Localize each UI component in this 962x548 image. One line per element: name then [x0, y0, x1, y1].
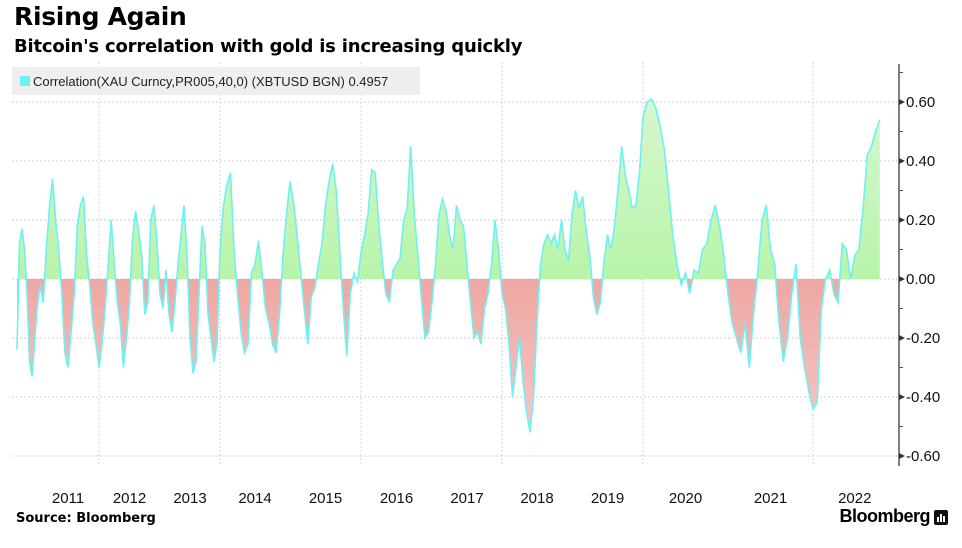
y-tick-label: -0.20	[906, 330, 940, 347]
y-tick-marker	[899, 158, 905, 164]
x-tick-label: 2012	[113, 490, 146, 507]
x-tick-label: 2015	[309, 490, 342, 507]
series-line	[16, 97, 881, 433]
x-tick-label: 2016	[380, 490, 413, 507]
x-tick-label: 2017	[450, 490, 483, 507]
x-tick-label: 2022	[838, 490, 871, 507]
y-tick-marker	[899, 335, 905, 341]
y-tick-label: -0.60	[906, 448, 940, 465]
y-tick-label: 0.00	[906, 271, 935, 288]
x-tick-label: 2019	[591, 490, 624, 507]
positive-area	[17, 99, 880, 279]
legend-label: Correlation(XAU Curncy,PR005,40,0) (XBTU…	[33, 73, 389, 89]
y-tick-label: 0.20	[906, 212, 935, 229]
x-tick-label: 2021	[754, 490, 787, 507]
y-tick-label: 0.60	[906, 94, 935, 111]
bloomberg-terminal-icon	[934, 510, 948, 525]
y-tick-marker	[899, 99, 905, 105]
y-tick-label: 0.40	[906, 153, 935, 170]
y-axis: 0.60 0.40 0.20 0.00 -0.20 -0.40 -0.60	[898, 64, 940, 466]
y-tick-marker	[899, 394, 905, 400]
y-tick-marker	[899, 453, 905, 459]
x-tick-label: 2013	[173, 490, 206, 507]
source-note: Source: Bloomberg	[16, 511, 156, 526]
x-axis: 2011 2012 2013 2014 2015 2016 2017 2018 2019 2020…	[52, 490, 872, 507]
x-tick-label: 2018	[520, 490, 553, 507]
negative-area	[17, 279, 880, 433]
x-tick-label: 2011	[52, 490, 84, 507]
x-tick-label: 2014	[238, 490, 271, 507]
brand-logo: Bloomberg	[839, 506, 930, 526]
y-tick-marker	[899, 276, 905, 282]
y-tick-marker	[899, 217, 905, 223]
x-tick-label: 2020	[669, 490, 702, 507]
legend: Correlation(XAU Curncy,PR005,40,0) (XBTU…	[12, 67, 420, 95]
chart-title: Rising Again	[14, 2, 187, 31]
legend-swatch	[20, 76, 30, 86]
y-tick-label: -0.40	[906, 389, 940, 406]
chart-subtitle: Bitcoin's correlation with gold is incre…	[14, 36, 523, 57]
area-fills	[17, 99, 880, 433]
correlation-line	[16, 97, 881, 433]
